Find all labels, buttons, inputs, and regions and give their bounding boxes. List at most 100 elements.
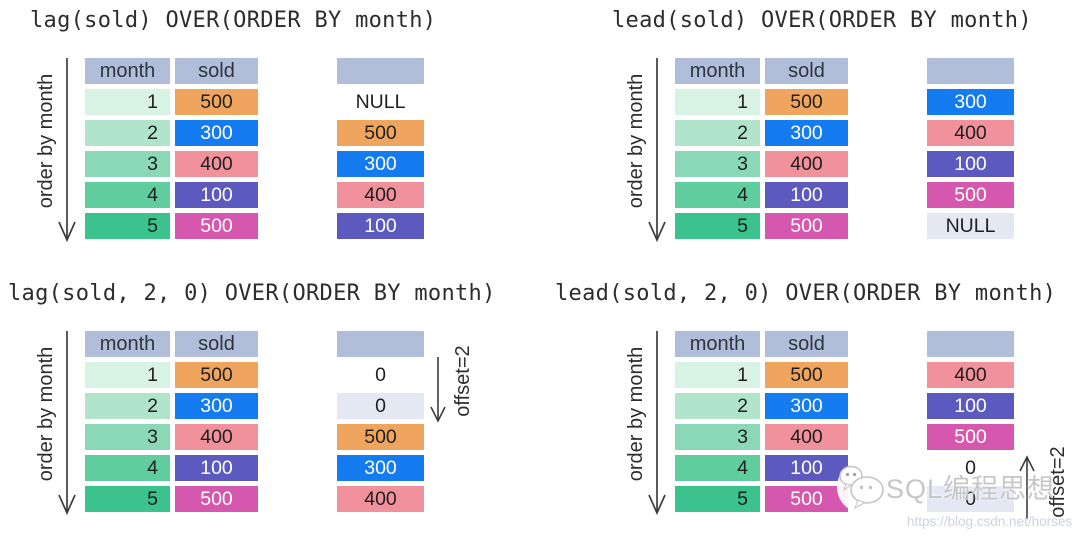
source-table: month sold 1 500 2 300 3 400 4 100 5 500 xyxy=(85,58,258,239)
month-cell: 2 xyxy=(675,120,760,146)
column-header-sold: sold xyxy=(175,331,258,357)
order-by-label: order by month xyxy=(625,73,647,209)
month-cell: 4 xyxy=(85,455,170,481)
sold-cell: 300 xyxy=(175,120,258,146)
watermark-url: https://blog.csdn.net/horses xyxy=(907,514,1073,529)
month-cell: 3 xyxy=(675,151,760,177)
panel-lead-simple: lead(sold) OVER(ORDER BY month) order by… xyxy=(540,0,1080,270)
source-table: month sold 1 500 2 300 3 400 4 100 5 500 xyxy=(675,58,848,239)
result-cell: 400 xyxy=(927,120,1014,146)
month-cell: 2 xyxy=(85,120,170,146)
result-column: 400 100 500 0 0 xyxy=(927,331,1014,512)
sold-cell: 300 xyxy=(765,120,848,146)
panel-title: lead(sold, 2, 0) OVER(ORDER BY month) xyxy=(555,281,1057,306)
source-table: month sold 1 500 2 300 3 400 4 100 5 500 xyxy=(85,331,258,512)
sold-cell: 300 xyxy=(175,393,258,419)
watermark-brand-text: SQL编程思想 xyxy=(886,474,1056,504)
order-direction-down-arrow-icon xyxy=(58,58,76,243)
result-column-header xyxy=(927,331,1014,357)
sold-cell: 300 xyxy=(765,393,848,419)
order-by-label: order by month xyxy=(35,73,57,209)
sold-cell: 500 xyxy=(765,89,848,115)
month-cell: 5 xyxy=(85,213,170,239)
result-cell: 400 xyxy=(927,362,1014,388)
result-cell: 500 xyxy=(927,424,1014,450)
panel-lead-offset: lead(sold, 2, 0) OVER(ORDER BY month) or… xyxy=(540,273,1080,543)
sold-cell: 400 xyxy=(175,151,258,177)
order-direction-down-arrow-icon xyxy=(58,331,76,516)
result-column-header xyxy=(927,58,1014,84)
offset-down-arrow-icon xyxy=(430,357,446,423)
result-cell: 100 xyxy=(337,213,424,239)
sold-cell: 500 xyxy=(175,486,258,512)
result-cell: 300 xyxy=(927,89,1014,115)
result-cell: NULL xyxy=(337,89,424,115)
result-cell: 0 xyxy=(927,455,1014,481)
result-cell: 300 xyxy=(337,455,424,481)
sold-cell: 500 xyxy=(175,213,258,239)
panel-title: lag(sold, 2, 0) OVER(ORDER BY month) xyxy=(8,281,496,306)
result-cell: 100 xyxy=(927,393,1014,419)
sold-cell: 500 xyxy=(175,362,258,388)
result-cell: 100 xyxy=(927,151,1014,177)
month-cell: 1 xyxy=(675,89,760,115)
sold-cell: 400 xyxy=(765,151,848,177)
month-cell: 4 xyxy=(85,182,170,208)
order-by-label: order by month xyxy=(35,346,57,482)
result-cell: NULL xyxy=(927,213,1014,239)
sold-cell: 500 xyxy=(765,486,848,512)
column-header-sold: sold xyxy=(175,58,258,84)
month-cell: 3 xyxy=(85,151,170,177)
result-cell: 0 xyxy=(337,362,424,388)
sold-cell: 100 xyxy=(765,182,848,208)
month-cell: 1 xyxy=(85,362,170,388)
result-cell: 500 xyxy=(337,424,424,450)
sold-cell: 500 xyxy=(765,213,848,239)
column-header-month: month xyxy=(85,331,170,357)
panel-lag-simple: lag(sold) OVER(ORDER BY month) order by … xyxy=(0,0,540,270)
result-cell: 300 xyxy=(337,151,424,177)
result-cell: 500 xyxy=(927,182,1014,208)
result-column-header xyxy=(337,331,424,357)
offset-label: offset=2 xyxy=(452,345,474,417)
panel-title: lead(sold) OVER(ORDER BY month) xyxy=(612,8,1032,33)
panel-lag-offset: lag(sold, 2, 0) OVER(ORDER BY month) ord… xyxy=(0,273,540,543)
sold-cell: 400 xyxy=(175,424,258,450)
offset-up-arrow-icon xyxy=(1019,455,1035,519)
month-cell: 5 xyxy=(85,486,170,512)
sold-cell: 100 xyxy=(765,455,848,481)
month-cell: 3 xyxy=(675,424,760,450)
result-column: NULL 500 300 400 100 xyxy=(337,58,424,239)
order-direction-down-arrow-icon xyxy=(648,331,666,516)
column-header-month: month xyxy=(675,331,760,357)
month-cell: 2 xyxy=(675,393,760,419)
result-cell: 400 xyxy=(337,486,424,512)
order-direction-down-arrow-icon xyxy=(648,58,666,243)
source-table: month sold 1 500 2 300 3 400 4 100 5 500 xyxy=(675,331,848,512)
result-cell: 500 xyxy=(337,120,424,146)
sold-cell: 500 xyxy=(765,362,848,388)
month-cell: 2 xyxy=(85,393,170,419)
order-by-label: order by month xyxy=(625,346,647,482)
sold-cell: 100 xyxy=(175,182,258,208)
column-header-month: month xyxy=(85,58,170,84)
sold-cell: 100 xyxy=(175,455,258,481)
result-column: 300 400 100 500 NULL xyxy=(927,58,1014,239)
month-cell: 3 xyxy=(85,424,170,450)
month-cell: 4 xyxy=(675,182,760,208)
result-cell: 400 xyxy=(337,182,424,208)
result-cell: 0 xyxy=(337,393,424,419)
result-column-header xyxy=(337,58,424,84)
column-header-month: month xyxy=(675,58,760,84)
month-cell: 5 xyxy=(675,213,760,239)
column-header-sold: sold xyxy=(765,58,848,84)
sold-cell: 400 xyxy=(765,424,848,450)
sold-cell: 500 xyxy=(175,89,258,115)
month-cell: 4 xyxy=(675,455,760,481)
column-header-sold: sold xyxy=(765,331,848,357)
month-cell: 5 xyxy=(675,486,760,512)
wechat-icon xyxy=(837,461,889,513)
panel-title: lag(sold) OVER(ORDER BY month) xyxy=(30,8,437,33)
month-cell: 1 xyxy=(675,362,760,388)
